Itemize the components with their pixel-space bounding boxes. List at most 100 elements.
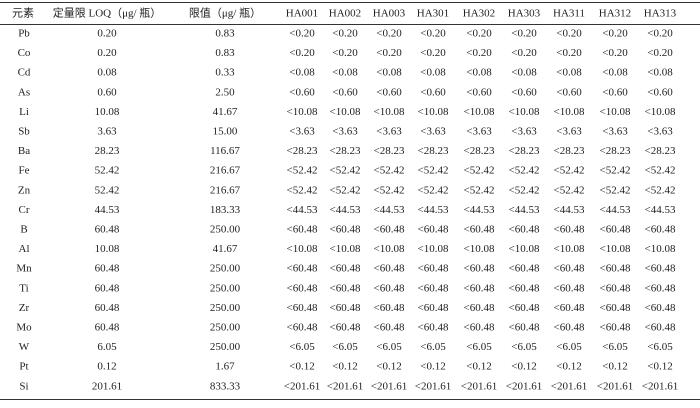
value-cell: 10.08: [95, 243, 120, 255]
value-cell: 28.23: [95, 145, 120, 157]
value-cell: <28.23: [509, 145, 540, 157]
value-cell: <60.48: [330, 302, 361, 314]
value-cell: <10.08: [645, 106, 676, 118]
value-cell: <0.12: [332, 361, 357, 373]
value-cell: <60.48: [645, 224, 676, 236]
value-cell: <60.48: [330, 224, 361, 236]
value-cell: <0.20: [511, 47, 537, 59]
value-cell: <201.61: [506, 380, 542, 392]
value-cell: <60.48: [464, 263, 495, 275]
value-cell: <0.20: [556, 28, 582, 40]
value-cell: 216.67: [210, 165, 241, 177]
value-cell: 250.00: [210, 302, 241, 314]
value-cell: <0.60: [466, 86, 492, 98]
value-cell: <0.08: [511, 67, 537, 79]
value-cell: <6.05: [332, 341, 358, 353]
value-cell: <3.63: [511, 126, 537, 138]
value-cell: <3.63: [420, 126, 446, 138]
value-cell: <60.48: [374, 302, 405, 314]
value-cell: <60.48: [509, 263, 540, 275]
value-cell: <28.23: [287, 145, 318, 157]
value-cell: <52.42: [600, 184, 631, 196]
value-cell: <10.08: [509, 106, 540, 118]
value-cell: <28.23: [374, 145, 405, 157]
value-cell: 2.50: [215, 86, 235, 98]
value-cell: <0.20: [647, 47, 673, 59]
header-cell: HA001: [286, 8, 318, 20]
value-cell: <60.48: [600, 282, 631, 294]
value-cell: <3.63: [332, 126, 358, 138]
value-cell: <60.48: [287, 302, 318, 314]
value-cell: <201.61: [284, 380, 320, 392]
value-cell: <3.63: [466, 126, 492, 138]
value-cell: <44.53: [554, 204, 585, 216]
value-cell: <10.08: [464, 106, 495, 118]
value-cell: <3.63: [556, 126, 582, 138]
value-cell: 44.53: [95, 204, 120, 216]
value-cell: <10.08: [418, 243, 449, 255]
value-cell: <28.23: [418, 145, 449, 157]
value-cell: <201.61: [642, 380, 678, 392]
value-cell: 116.67: [210, 145, 240, 157]
value-cell: <52.42: [418, 165, 449, 177]
value-cell: <60.48: [509, 224, 540, 236]
value-cell: <28.23: [330, 145, 361, 157]
value-cell: <60.48: [287, 282, 318, 294]
value-cell: <60.48: [554, 224, 585, 236]
value-cell: <44.53: [330, 204, 361, 216]
value-cell: <52.42: [645, 165, 676, 177]
element-cell: Zr: [19, 302, 30, 314]
value-cell: 3.63: [97, 126, 117, 138]
value-cell: <0.08: [466, 67, 492, 79]
value-cell: 0.20: [97, 47, 117, 59]
value-cell: <10.08: [330, 243, 361, 255]
value-cell: <3.63: [289, 126, 315, 138]
value-cell: <60.48: [600, 302, 631, 314]
value-cell: <60.48: [330, 322, 361, 334]
header-cell: 定量限 LOQ（μg/ 瓶）: [53, 6, 162, 20]
value-cell: <10.08: [374, 106, 405, 118]
element-cell: Fe: [19, 165, 30, 177]
value-cell: <52.42: [554, 165, 585, 177]
value-cell: 833.33: [210, 380, 241, 392]
value-cell: <60.48: [464, 282, 495, 294]
element-cell: Ti: [19, 282, 28, 294]
value-cell: <44.53: [374, 204, 405, 216]
value-cell: <0.20: [420, 28, 446, 40]
value-cell: <0.08: [647, 67, 673, 79]
element-cell: W: [19, 341, 30, 353]
value-cell: <60.48: [464, 224, 495, 236]
value-cell: <6.05: [289, 341, 315, 353]
header-cell: HA312: [599, 8, 631, 20]
value-cell: <52.42: [464, 184, 495, 196]
value-cell: 60.48: [95, 282, 120, 294]
value-cell: <52.42: [418, 184, 449, 196]
value-cell: <0.20: [511, 28, 537, 40]
value-cell: <52.42: [330, 184, 361, 196]
value-cell: <60.48: [418, 302, 449, 314]
value-cell: <6.05: [602, 341, 628, 353]
value-cell: <0.20: [376, 47, 402, 59]
element-cell: Si: [19, 380, 28, 392]
value-cell: <52.42: [509, 184, 540, 196]
value-cell: 216.67: [210, 184, 241, 196]
value-cell: <60.48: [645, 302, 676, 314]
value-cell: 41.67: [213, 106, 238, 118]
element-cell: Cr: [19, 204, 30, 216]
value-cell: 0.20: [97, 28, 117, 40]
value-cell: <3.63: [602, 126, 628, 138]
element-cell: Pt: [19, 361, 28, 373]
value-cell: <60.48: [600, 263, 631, 275]
value-cell: 0.60: [97, 86, 117, 98]
value-cell: <44.53: [464, 204, 495, 216]
value-cell: <44.53: [509, 204, 540, 216]
header-cell: 限值（μg/ 瓶）: [189, 6, 261, 20]
value-cell: <0.20: [602, 47, 628, 59]
value-cell: <0.12: [376, 361, 401, 373]
value-cell: <3.63: [647, 126, 673, 138]
value-cell: 0.83: [215, 47, 235, 59]
value-cell: 1.67: [215, 361, 235, 373]
value-cell: <52.42: [287, 165, 318, 177]
value-cell: <60.48: [509, 322, 540, 334]
value-cell: 250.00: [210, 224, 241, 236]
